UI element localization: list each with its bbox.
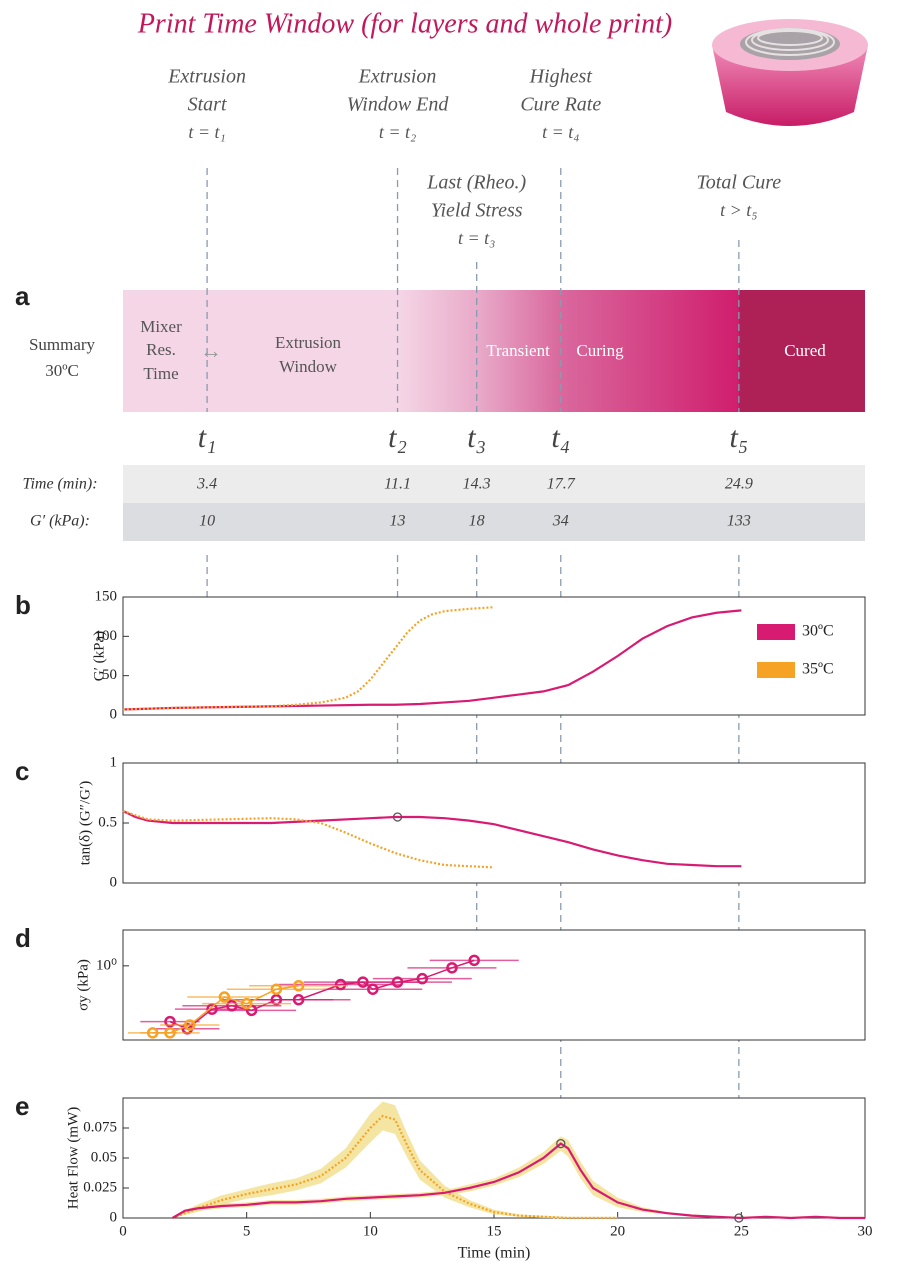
y-axis-label: Heat Flow (mW) (65, 1107, 81, 1209)
milestone-label: Window End (347, 94, 450, 116)
row-label: G′ (kPa): (30, 513, 90, 530)
legend-label: 35ºC (802, 661, 834, 678)
milestone-time: t = t₄ (542, 122, 579, 142)
y-tick-label: 10⁰ (96, 957, 117, 973)
milestone-time: t = t₃ (458, 228, 495, 248)
panel-letter: c (15, 756, 29, 786)
milestone-label: Last (Rheo.) (426, 172, 526, 194)
y-axis-label: tan(δ) (G″/G′) (77, 781, 93, 866)
time-header: t₂ (388, 421, 407, 454)
table-cell: 34 (552, 513, 569, 530)
legend-swatch (757, 662, 795, 678)
table-cell: 10 (199, 513, 215, 530)
y-tick-label: 0.025 (83, 1179, 117, 1195)
table-cell: 11.1 (384, 476, 411, 493)
title: Print Time Window (for layers and whole … (137, 8, 672, 39)
table-row-bg (123, 465, 865, 503)
panel-letter: e (15, 1091, 29, 1121)
milestone-time: t > t₅ (720, 200, 757, 220)
y-tick-label: 0.5 (98, 814, 117, 830)
legend-swatch (757, 624, 795, 640)
plot-frame (123, 930, 865, 1040)
x-tick-label: 0 (119, 1223, 127, 1239)
mixer-label: Mixer (140, 317, 182, 336)
milestone-label: Extrusion (167, 66, 246, 88)
milestone-time: t = t₁ (188, 122, 225, 142)
summary-label: Summary (29, 335, 96, 354)
mixer-label: Res. (146, 340, 176, 359)
time-header: t₃ (467, 421, 486, 454)
y-tick-label: 0 (110, 874, 118, 890)
milestone-label: Start (188, 94, 227, 116)
milestone-label: Yield Stress (431, 200, 523, 222)
x-tick-label: 25 (734, 1223, 749, 1239)
y-tick-label: 0 (110, 1209, 118, 1225)
summary-label: 30ºC (45, 361, 79, 380)
y-axis-label: σy (kPa) (75, 959, 91, 1011)
ring-illustration (712, 19, 868, 126)
x-tick-label: 20 (610, 1223, 625, 1239)
window-label: Window (279, 357, 338, 376)
table-cell: 18 (469, 513, 485, 530)
window-label: Extrusion (275, 333, 342, 352)
milestone-label: Cure Rate (520, 94, 601, 116)
x-tick-label: 15 (487, 1223, 502, 1239)
figure: Print Time Window (for layers and whole … (0, 0, 908, 1273)
time-header: t₅ (729, 421, 748, 454)
y-tick-label: 0.05 (91, 1149, 117, 1165)
table-cell: 17.7 (547, 476, 576, 493)
milestone-label: Highest (529, 66, 593, 88)
mixer-label: Time (143, 364, 178, 383)
x-tick-label: 10 (363, 1223, 378, 1239)
legend-label: 30ºC (802, 623, 834, 640)
table-row-bg (123, 503, 865, 541)
table-cell: 3.4 (196, 476, 217, 493)
panel-letter: d (15, 923, 31, 953)
row-label: Time (min): (22, 476, 97, 493)
time-header: t₁ (198, 421, 217, 454)
x-tick-label: 30 (858, 1223, 873, 1239)
cured-label: Cured (784, 341, 826, 360)
y-tick-label: 1 (110, 754, 118, 770)
y-tick-label: 100 (95, 628, 118, 644)
y-tick-label: 50 (102, 667, 117, 683)
y-tick-label: 0 (110, 706, 118, 722)
arrow: ↔ (200, 338, 222, 363)
y-tick-label: 150 (95, 588, 118, 604)
table-cell: 14.3 (463, 476, 491, 493)
curing-label: Curing (576, 341, 624, 360)
milestone-label: Extrusion (358, 66, 437, 88)
milestone-time: t = t₂ (379, 122, 416, 142)
panel-letter: b (15, 590, 31, 620)
time-header: t₄ (551, 421, 570, 454)
table-cell: 13 (390, 513, 406, 530)
x-axis-label: Time (min) (458, 1245, 531, 1262)
transient-label: Transient (486, 341, 550, 360)
milestone-label: Total Cure (697, 172, 782, 194)
panel-letter: a (15, 281, 30, 311)
x-tick-label: 5 (243, 1223, 251, 1239)
y-tick-label: 0.075 (83, 1119, 117, 1135)
table-cell: 133 (727, 513, 751, 530)
table-cell: 24.9 (725, 476, 753, 493)
